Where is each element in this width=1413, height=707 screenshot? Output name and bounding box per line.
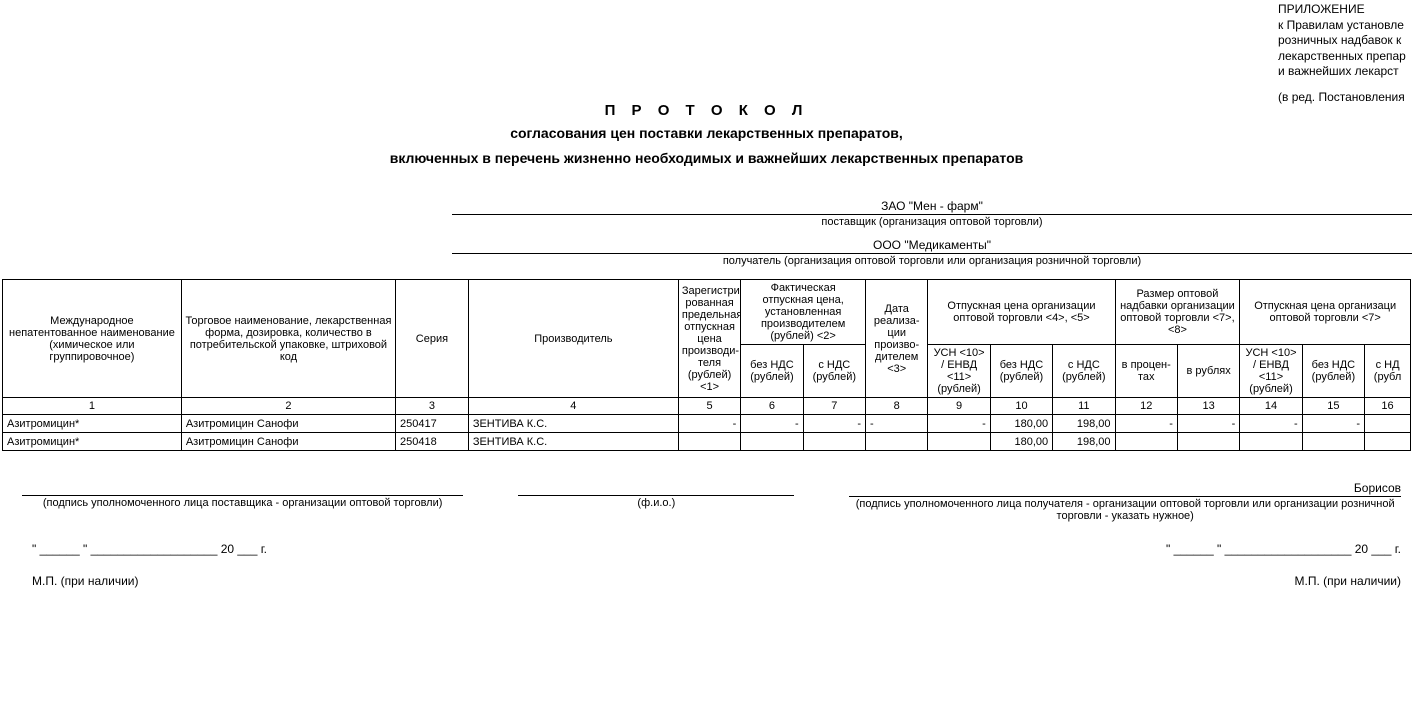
cell: [928, 433, 990, 451]
cell: [803, 433, 865, 451]
cell: [1302, 433, 1364, 451]
cell: Азитромицин Санофи: [181, 433, 395, 451]
column-number: 2: [181, 398, 395, 415]
cell: ЗЕНТИВА К.С.: [468, 415, 678, 433]
cell: 198,00: [1053, 415, 1115, 433]
recipient-stamp-note: М.П. (при наличии): [1295, 574, 1402, 588]
column-number: 4: [468, 398, 678, 415]
col-header: Торговое наименование, лекарственная фор…: [181, 280, 395, 398]
column-number: 3: [396, 398, 469, 415]
cell: Азитромицин*: [3, 433, 182, 451]
col-subheader: без НДС (рублей): [1302, 345, 1364, 398]
cell: 250418: [396, 433, 469, 451]
column-number: 13: [1177, 398, 1239, 415]
column-number: 7: [803, 398, 865, 415]
appendix-line: розничных надбавок к: [1278, 33, 1413, 49]
cell: -: [741, 415, 803, 433]
cell: -: [678, 415, 740, 433]
document-heading: П Р О Т О К О Л согласования цен поставк…: [2, 102, 1411, 169]
supplier-caption: поставщик (организация оптовой торговли): [452, 216, 1412, 228]
cell: ЗЕНТИВА К.С.: [468, 433, 678, 451]
cell: [1115, 433, 1177, 451]
col-subheader: УСН <10> / ЕНВД <11> (рублей): [1240, 345, 1302, 398]
col-subheader: с НД (рубл: [1365, 345, 1411, 398]
cell: 180,00: [990, 415, 1052, 433]
column-number: 1: [3, 398, 182, 415]
column-number: 11: [1053, 398, 1115, 415]
cell: -: [928, 415, 990, 433]
cell: [1365, 433, 1411, 451]
col-subheader: в процен-тах: [1115, 345, 1177, 398]
supplier-value: ЗАО "Мен - фарм": [452, 199, 1412, 215]
cell: -: [866, 415, 928, 433]
cell: -: [1240, 415, 1302, 433]
col-subheader: в рублях: [1177, 345, 1239, 398]
cell: -: [1115, 415, 1177, 433]
column-number: 8: [866, 398, 928, 415]
col-header: Зарегистри-рованная предельная отпускная…: [678, 280, 740, 398]
fio-caption: (ф.и.о.): [518, 495, 794, 509]
col-header-group: Размер оптовой надбавки организации опто…: [1115, 280, 1240, 345]
appendix-line: и важнейших лекарст: [1278, 64, 1413, 80]
col-header-group: Отпускная цена организаци оптовой торгов…: [1240, 280, 1411, 345]
supplier-signature-caption: (подпись уполномоченного лица поставщика…: [22, 495, 463, 509]
column-number: 10: [990, 398, 1052, 415]
table-row: Азитромицин*Азитромицин Санофи250417ЗЕНТ…: [3, 415, 1411, 433]
cell: 180,00: [990, 433, 1052, 451]
cell: 198,00: [1053, 433, 1115, 451]
signatures-block: (подпись уполномоченного лица поставщика…: [2, 481, 1411, 522]
column-number: 14: [1240, 398, 1302, 415]
title: П Р О Т О К О Л: [2, 102, 1411, 119]
cell: [1365, 415, 1411, 433]
col-header-group: Фактическая отпускная цена, установленна…: [741, 280, 866, 345]
cell: [678, 433, 740, 451]
recipient-signer-name: Борисов: [849, 481, 1401, 497]
subtitle-line: согласования цен поставки лекарственных …: [2, 123, 1411, 144]
column-number: 5: [678, 398, 740, 415]
cell: [1177, 433, 1239, 451]
appendix-block: ПРИЛОЖЕНИЕ к Правилам установле розничны…: [1278, 2, 1413, 106]
col-subheader: без НДС (рублей): [741, 345, 803, 398]
col-subheader: с НДС (рублей): [1053, 345, 1115, 398]
appendix-line: к Правилам установле: [1278, 18, 1413, 34]
column-number: 9: [928, 398, 990, 415]
supplier-date: " ______ " ___________________ 20 ___ г.: [32, 542, 267, 556]
recipient-date: " ______ " ___________________ 20 ___ г.: [1166, 542, 1401, 556]
appendix-line: ПРИЛОЖЕНИЕ: [1278, 2, 1413, 18]
cell: Азитромицин Санофи: [181, 415, 395, 433]
price-protocol-table: Международное непатентованное наименован…: [2, 279, 1411, 451]
appendix-line: лекарственных препар: [1278, 49, 1413, 65]
cell: -: [1177, 415, 1239, 433]
column-number: 15: [1302, 398, 1364, 415]
col-subheader: с НДС (рублей): [803, 345, 865, 398]
table-row: Азитромицин*Азитромицин Санофи250418ЗЕНТ…: [3, 433, 1411, 451]
subtitle-line: включенных в перечень жизненно необходим…: [2, 148, 1411, 169]
cell: -: [1302, 415, 1364, 433]
recipient-value: ООО "Медикаменты": [452, 238, 1412, 254]
cell: -: [803, 415, 865, 433]
column-number: 16: [1365, 398, 1411, 415]
col-header: Серия: [396, 280, 469, 398]
col-header: Производитель: [468, 280, 678, 398]
col-subheader: без НДС (рублей): [990, 345, 1052, 398]
col-header: Международное непатентованное наименован…: [3, 280, 182, 398]
cell: Азитромицин*: [3, 415, 182, 433]
col-header: Дата реализа-ции произво-дителем <3>: [866, 280, 928, 398]
appendix-line: (в ред. Постановления: [1278, 90, 1413, 106]
column-number: 6: [741, 398, 803, 415]
supplier-stamp-note: М.П. (при наличии): [32, 574, 139, 588]
col-header-group: Отпускная цена организации оптовой торго…: [928, 280, 1115, 345]
col-subheader: УСН <10> / ЕНВД <11> (рублей): [928, 345, 990, 398]
cell: [1240, 433, 1302, 451]
recipient-signature-caption: (подпись уполномоченного лица получателя…: [849, 497, 1401, 522]
recipient-caption: получатель (организация оптовой торговли…: [452, 255, 1412, 267]
cell: [866, 433, 928, 451]
cell: [741, 433, 803, 451]
cell: 250417: [396, 415, 469, 433]
column-number: 12: [1115, 398, 1177, 415]
